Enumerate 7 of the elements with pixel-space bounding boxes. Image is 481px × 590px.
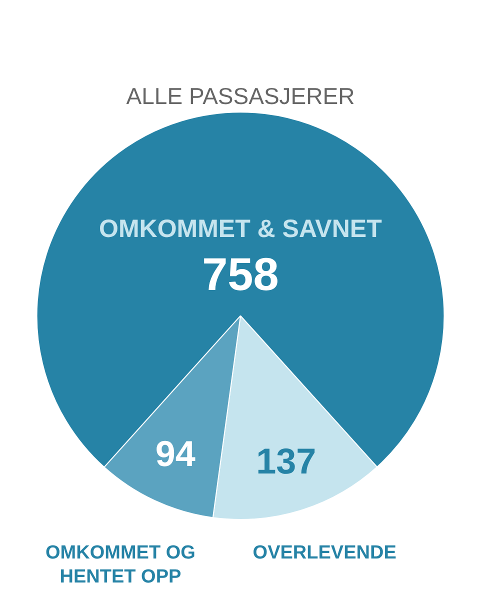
chart-title: ALLE PASSASJERER: [126, 83, 355, 110]
data-label: 137: [256, 440, 316, 482]
data-label: 94: [155, 433, 196, 474]
slice-label: OVERLEVENDE: [252, 542, 396, 564]
data-label: 758: [202, 248, 279, 300]
slice-label: OMKOMMET OG HENTET OPP: [46, 542, 196, 588]
slice-label: OMKOMMET & SAVNET: [99, 215, 382, 244]
